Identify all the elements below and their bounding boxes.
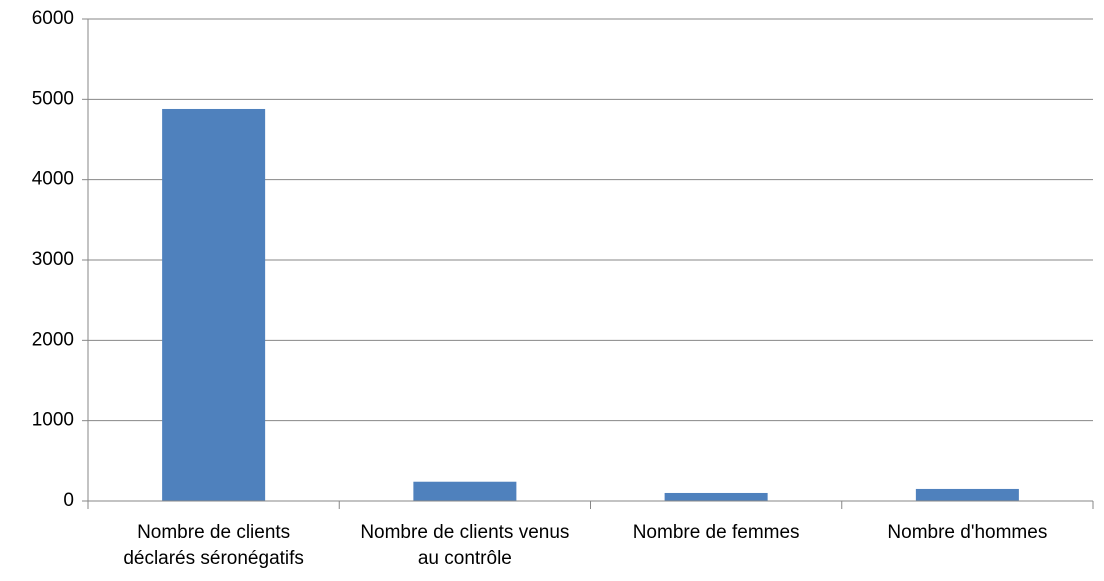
y-tick-label: 5000 — [32, 88, 74, 109]
bar — [915, 488, 1019, 501]
x-tick-label: Nombre de clients venus au contrôle — [360, 522, 570, 569]
bar — [162, 108, 266, 502]
y-tick-label: 0 — [63, 490, 74, 511]
bar — [664, 492, 768, 501]
y-tick-label: 3000 — [32, 249, 74, 270]
x-tick-label: Nombre de clients déclarés séronégatifs — [123, 522, 304, 569]
y-tick-label: 1000 — [32, 410, 74, 431]
bar — [413, 481, 517, 501]
x-tick-label: Nombre de femmes — [632, 522, 800, 543]
y-tick-label: 6000 — [32, 8, 74, 29]
x-tick-label: Nombre d'hommes — [887, 522, 1048, 543]
y-tick-label: 4000 — [32, 169, 74, 190]
y-tick-label: 2000 — [32, 329, 74, 350]
